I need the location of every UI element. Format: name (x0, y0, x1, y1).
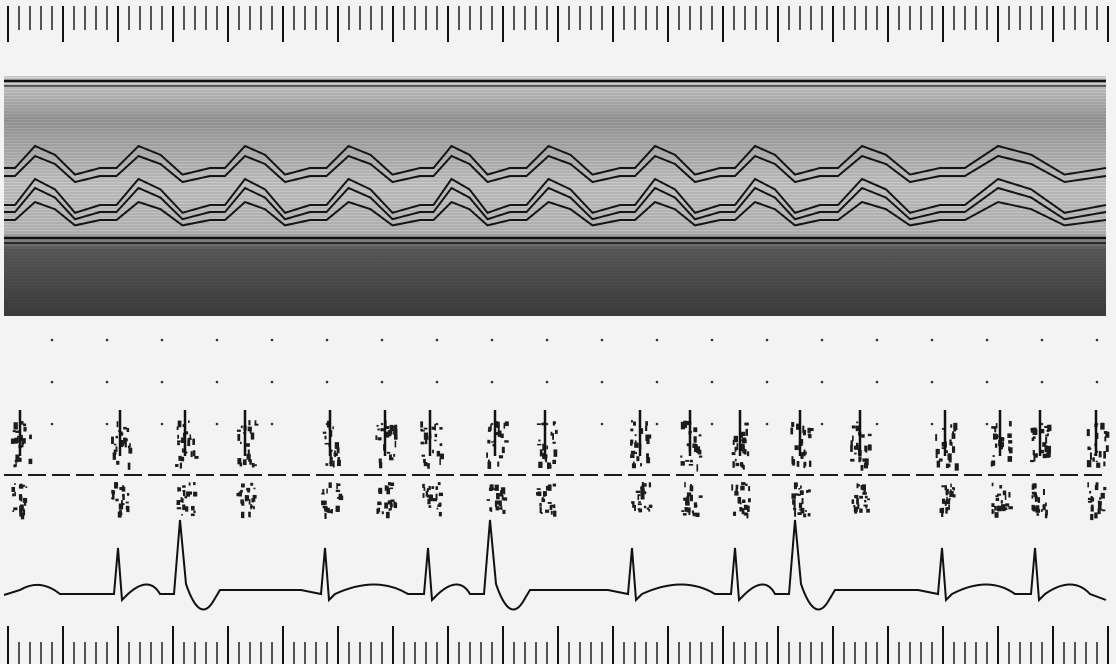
doppler-trace (10, 410, 1110, 521)
m-mode-echo-band (4, 76, 1107, 316)
top-time-ruler (7, 6, 1109, 42)
timing-dot-grid (50, 338, 1099, 426)
bottom-time-ruler (7, 626, 1109, 664)
valve-motion-traces (4, 144, 1107, 227)
ecg-trace (3, 519, 1107, 611)
